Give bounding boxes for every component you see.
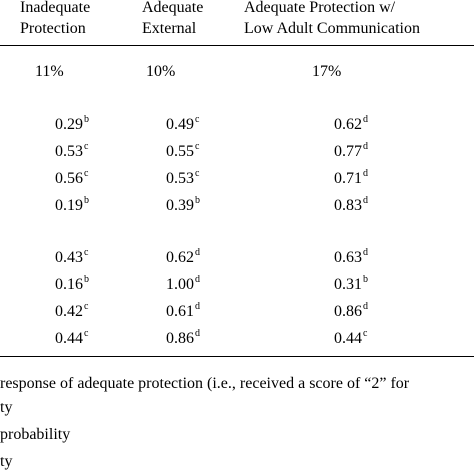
table-cell: 0.44c	[334, 329, 367, 348]
cell-value: 0.71	[334, 170, 362, 187]
header-col2-line2: External	[142, 20, 197, 37]
cell-superscript: c	[84, 168, 89, 179]
cell-value: 0.31	[334, 276, 362, 293]
cell-superscript: b	[195, 195, 200, 206]
table-cell: 0.31b	[334, 275, 368, 294]
table-cell: 0.53c	[166, 169, 199, 188]
header-col2-line1: Adequate	[142, 0, 204, 16]
table-cell: 0.53c	[55, 142, 88, 161]
cell-superscript: b	[84, 274, 89, 285]
table-cell: 0.86d	[334, 302, 368, 321]
table-cell: 0.86d	[166, 329, 200, 348]
cell-superscript: b	[84, 114, 89, 125]
cell-superscript: d	[363, 247, 368, 258]
cell-value: 0.44	[55, 330, 83, 347]
cell-superscript: d	[363, 168, 368, 179]
footnote-line-2: ty	[0, 399, 13, 416]
table-cell: 0.43c	[55, 248, 88, 267]
cell-superscript: d	[363, 141, 368, 152]
cell-superscript: d	[195, 274, 200, 285]
cell-superscript: d	[195, 328, 200, 339]
table-cell: 0.77d	[334, 142, 368, 161]
footnote-line-1: response of adequate protection (i.e., r…	[0, 375, 410, 392]
cell-value: 0.61	[166, 303, 194, 320]
cell-superscript: c	[84, 141, 89, 152]
cell-superscript: c	[195, 168, 200, 179]
cell-superscript: d	[195, 247, 200, 258]
cell-value: 0.83	[334, 197, 362, 214]
table-cell: 0.19b	[55, 196, 89, 215]
table-cell: 0.56c	[55, 169, 88, 188]
header-rule	[0, 45, 474, 46]
header-col1-line2: Protection	[20, 20, 86, 37]
table-cell: 0.44c	[55, 329, 88, 348]
cell-value: 0.43	[55, 249, 83, 266]
cell-value: 0.29	[55, 116, 83, 133]
cell-value: 0.62	[334, 116, 362, 133]
percent-col1: 11%	[35, 63, 64, 80]
cell-superscript: c	[84, 328, 89, 339]
table-cell: 1.00d	[166, 275, 200, 294]
cell-value: 0.55	[166, 143, 194, 160]
table-cell: 0.83d	[334, 196, 368, 215]
table-cell: 0.42c	[55, 302, 88, 321]
cell-value: 0.56	[55, 170, 83, 187]
table-cell: 0.55c	[166, 142, 199, 161]
cell-superscript: c	[195, 114, 200, 125]
cell-superscript: d	[195, 301, 200, 312]
table-cell: 0.29b	[55, 115, 89, 134]
percent-col2: 10%	[146, 63, 176, 80]
cell-superscript: c	[84, 247, 89, 258]
table-cell: 0.39b	[166, 196, 200, 215]
table-cell: 0.71d	[334, 169, 368, 188]
cell-superscript: b	[363, 274, 368, 285]
table-bottom-rule	[0, 356, 474, 357]
cell-value: 0.86	[334, 303, 362, 320]
table-cell: 0.62d	[166, 248, 200, 267]
cell-superscript: d	[363, 195, 368, 206]
cell-value: 0.44	[334, 330, 362, 347]
cell-value: 0.39	[166, 197, 194, 214]
table-cell: 0.62d	[334, 115, 368, 134]
header-col1-line1: Inadequate	[20, 0, 91, 16]
footnote-line-4: ty	[0, 453, 13, 470]
cell-superscript: c	[84, 301, 89, 312]
cell-value: 0.62	[166, 249, 194, 266]
cell-value: 1.00	[166, 276, 194, 293]
table-cell: 0.61d	[166, 302, 200, 321]
table-cell: 0.16b	[55, 275, 89, 294]
table-cell: 0.49c	[166, 115, 199, 134]
cell-value: 0.42	[55, 303, 83, 320]
footnote-line-3: probability	[0, 426, 71, 443]
cell-value: 0.19	[55, 197, 83, 214]
cell-superscript: c	[195, 141, 200, 152]
cell-superscript: d	[363, 301, 368, 312]
cell-value: 0.77	[334, 143, 362, 160]
cell-superscript: b	[84, 195, 89, 206]
cell-value: 0.16	[55, 276, 83, 293]
percent-col3: 17%	[312, 63, 342, 80]
cell-value: 0.53	[166, 170, 194, 187]
cell-value: 0.53	[55, 143, 83, 160]
header-col3-line2: Low Adult Communication	[244, 20, 420, 37]
cell-superscript: c	[363, 328, 368, 339]
cell-superscript: d	[363, 114, 368, 125]
cell-value: 0.63	[334, 249, 362, 266]
cell-value: 0.49	[166, 116, 194, 133]
cell-value: 0.86	[166, 330, 194, 347]
header-col3-line1: Adequate Protection w/	[244, 0, 396, 16]
table-cell: 0.63d	[334, 248, 368, 267]
